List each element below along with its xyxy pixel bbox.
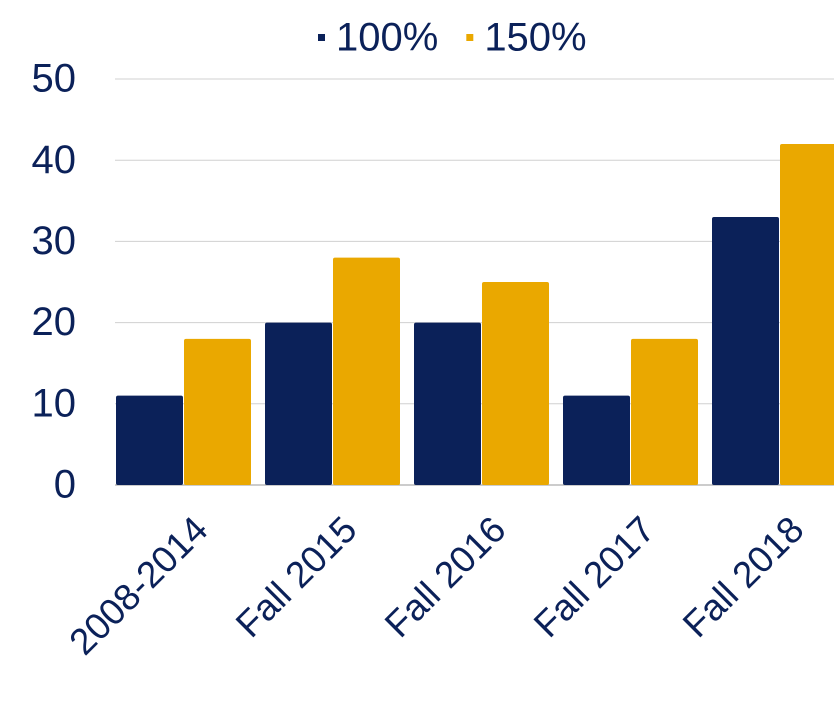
- bar: [265, 322, 332, 485]
- legend-label: 150%: [484, 16, 586, 60]
- bar: [414, 322, 481, 485]
- y-tick-label: 30: [32, 219, 77, 263]
- bar: [631, 338, 698, 485]
- x-tick-label: Fall 2016: [377, 509, 514, 646]
- bar: [333, 257, 400, 485]
- y-tick-label: 0: [54, 463, 76, 507]
- legend-label: 100%: [336, 16, 438, 60]
- bar: [780, 143, 834, 485]
- x-tick-label: Fall 2018: [675, 509, 812, 646]
- x-tick-label: 2008-2014: [61, 509, 215, 663]
- bar: [563, 395, 630, 485]
- bar: [482, 282, 549, 485]
- bar: [712, 217, 779, 486]
- y-tick-label: 40: [32, 138, 77, 182]
- y-tick-label: 20: [32, 300, 77, 344]
- legend-swatch: [466, 34, 474, 41]
- bar: [184, 338, 251, 485]
- y-tick-label: 50: [32, 57, 77, 101]
- legend-swatch: [318, 34, 325, 41]
- bar: [116, 395, 183, 485]
- y-tick-label: 10: [32, 381, 77, 425]
- x-tick-label: Fall 2017: [526, 509, 663, 646]
- x-tick-label: Fall 2015: [228, 509, 365, 646]
